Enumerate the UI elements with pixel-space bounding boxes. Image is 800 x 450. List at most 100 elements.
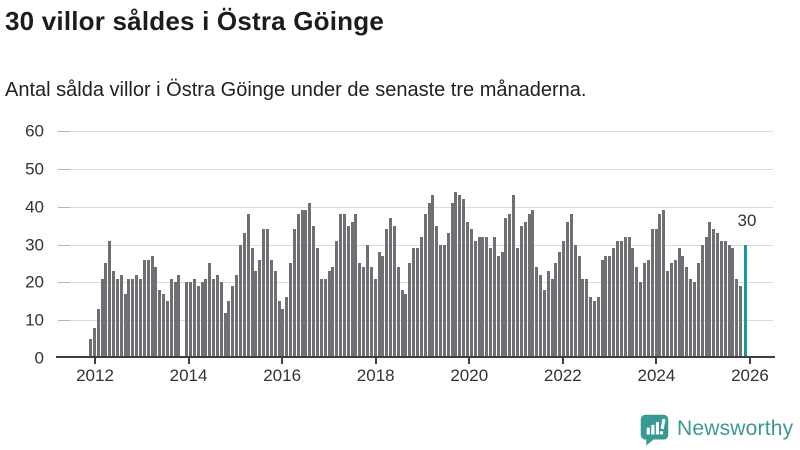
newsworthy-logo: Newsworthy	[638, 412, 793, 446]
x-tick-label: 2026	[731, 366, 769, 385]
bar	[250, 248, 254, 358]
bar	[439, 244, 443, 358]
bar	[712, 229, 716, 358]
bar	[685, 267, 689, 358]
bar	[477, 236, 481, 358]
bar	[658, 214, 662, 358]
bar	[719, 240, 723, 358]
gridline	[58, 320, 773, 322]
bar	[600, 259, 604, 358]
bar	[635, 267, 639, 358]
bar	[396, 267, 400, 358]
bar	[162, 293, 166, 358]
bar	[577, 255, 581, 358]
bar	[696, 263, 700, 358]
newsworthy-wordmark: Newsworthy	[677, 417, 794, 440]
bar	[254, 270, 258, 358]
x-tick	[748, 358, 751, 364]
bar	[208, 263, 212, 358]
bar	[500, 252, 504, 358]
bar	[704, 236, 708, 358]
bar	[304, 210, 308, 358]
bar	[489, 248, 493, 358]
bar	[616, 240, 620, 358]
bar	[292, 229, 296, 358]
bar	[142, 259, 146, 358]
bar	[296, 214, 300, 358]
bar	[289, 263, 293, 358]
bar	[442, 244, 446, 358]
bar	[115, 278, 119, 358]
x-tick	[655, 358, 658, 364]
y-axis-labels: 0 10 20 30 40 50 60	[0, 123, 44, 367]
gridline	[58, 244, 773, 246]
bar	[669, 263, 673, 358]
bar	[654, 229, 658, 358]
bar	[612, 248, 616, 358]
y-tick	[58, 206, 70, 208]
bar	[535, 267, 539, 358]
gridline	[58, 131, 773, 132]
bar	[492, 236, 496, 358]
x-tick-label: 2018	[356, 366, 395, 385]
bar	[527, 214, 531, 358]
x-tick	[94, 358, 96, 364]
bar	[246, 214, 250, 358]
bar	[285, 297, 289, 358]
bar	[554, 263, 558, 358]
bar	[427, 202, 431, 358]
x-axis-line	[56, 356, 775, 358]
bar	[708, 221, 712, 358]
bar	[639, 282, 643, 358]
bar	[650, 229, 654, 358]
bar	[404, 293, 408, 358]
bar	[239, 244, 243, 358]
bar	[604, 255, 608, 358]
bar	[631, 248, 635, 358]
bar	[189, 282, 193, 358]
bar	[450, 202, 454, 358]
bar	[281, 308, 285, 358]
gridline	[58, 168, 773, 170]
bar	[369, 267, 373, 358]
y-tick-label: 60	[25, 121, 44, 141]
y-tick-label: 40	[25, 197, 44, 217]
bar	[589, 297, 593, 358]
bar	[519, 225, 523, 358]
bar	[466, 221, 469, 358]
x-tick	[187, 358, 190, 364]
bar	[277, 301, 281, 358]
bar	[400, 289, 404, 358]
bar	[308, 202, 312, 358]
bar	[215, 274, 219, 358]
bar	[346, 225, 350, 358]
bar	[312, 225, 316, 358]
bar	[135, 274, 139, 358]
bar	[608, 255, 612, 358]
bar	[743, 244, 747, 358]
y-tick	[58, 131, 70, 132]
bar	[335, 240, 339, 358]
bar	[473, 240, 477, 358]
bar	[350, 221, 354, 358]
bar	[315, 248, 319, 358]
bar	[646, 259, 650, 358]
bar	[146, 259, 150, 358]
bar	[727, 244, 731, 358]
y-tick-label: 10	[25, 310, 44, 330]
bar	[481, 236, 485, 358]
bar	[112, 270, 116, 358]
bar	[739, 286, 743, 358]
bar	[546, 270, 550, 358]
bar	[562, 240, 566, 358]
bar	[666, 270, 670, 358]
y-tick	[58, 244, 70, 246]
bar	[512, 195, 516, 358]
bar	[689, 278, 693, 358]
x-axis-labels: 2012 2014 2016 2018 2020 2022 2024 2026	[0, 366, 800, 388]
bar	[723, 240, 727, 358]
bar	[692, 282, 696, 358]
bar	[496, 255, 500, 358]
x-tick-label: 2020	[450, 366, 489, 385]
